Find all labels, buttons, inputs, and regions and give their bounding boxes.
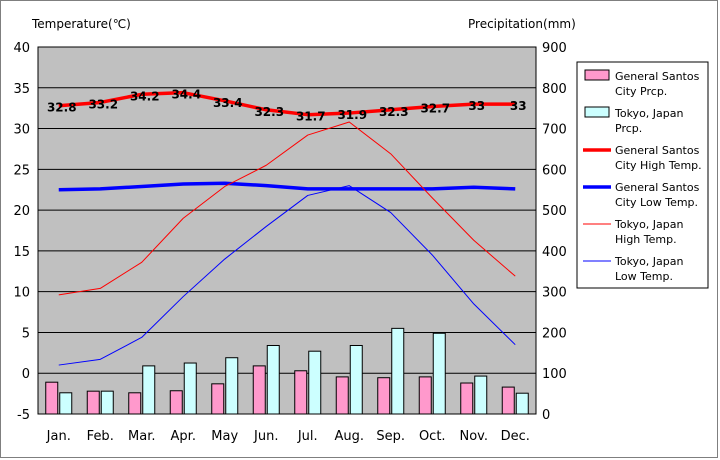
- legend-label: Tokyo, Japan: [614, 218, 683, 231]
- y-right-tick-label: 800: [542, 82, 567, 97]
- legend-label: High Temp.: [615, 233, 677, 246]
- x-tick-label: Jun.: [253, 429, 278, 444]
- y-axis-left-title: Temperature(℃): [31, 17, 131, 31]
- legend-label: Low Temp.: [615, 270, 673, 283]
- legend-box: [576, 61, 709, 289]
- x-tick-label: Feb.: [87, 429, 114, 444]
- x-tick-label: Aug.: [334, 429, 364, 444]
- series-line-2: [58, 121, 516, 296]
- x-tick-label: Jan.: [46, 429, 71, 444]
- bar-gensan-prcp: [252, 365, 266, 415]
- plot-area: -505101520253035400100200300400500600700…: [13, 41, 566, 444]
- x-tick-label: Oct.: [419, 429, 446, 444]
- x-tick-label: Jul.: [297, 429, 318, 444]
- data-label: 32.7: [420, 102, 450, 116]
- plot-background: [38, 47, 536, 414]
- y-left-tick-label: 35: [13, 82, 30, 97]
- data-label: 31.9: [337, 108, 367, 122]
- bar-gensan-prcp: [460, 382, 474, 415]
- y-right-tick-label: 500: [542, 204, 567, 219]
- data-label: 33.4: [213, 96, 243, 110]
- y-left-tick-label: 25: [13, 163, 30, 178]
- legend-label: Tokyo, Japan: [614, 255, 683, 268]
- data-label: 33.2: [88, 97, 118, 111]
- y-left-tick-label: 40: [13, 41, 30, 56]
- bar-tokyo-prcp: [515, 392, 529, 415]
- legend-label: City Low Temp.: [615, 196, 698, 209]
- y-right-tick-label: 700: [542, 123, 567, 138]
- y-right-tick-label: 0: [542, 408, 550, 423]
- y-left-tick-label: 0: [22, 367, 30, 382]
- x-tick-label: Nov.: [460, 429, 489, 444]
- data-label: 32.8: [47, 101, 77, 115]
- y-right-tick-label: 600: [542, 163, 567, 178]
- bar-gensan-prcp: [418, 376, 432, 415]
- data-label: 34.4: [171, 88, 201, 102]
- x-tick-label: May: [211, 429, 238, 444]
- bar-tokyo-prcp: [308, 350, 322, 415]
- bar-gensan-prcp: [86, 390, 100, 415]
- y-axis-right-title: Precipitation(mm): [468, 17, 576, 31]
- y-left-tick-label: -5: [17, 408, 30, 423]
- plot-border: [37, 46, 537, 415]
- y-left-tick-label: 10: [13, 286, 30, 301]
- legend-label: City High Temp.: [615, 159, 702, 172]
- legend-label: General Santos: [615, 181, 700, 194]
- y-left-tick-label: 5: [22, 326, 30, 341]
- bar-gensan-prcp: [377, 377, 391, 415]
- y-left-tick-label: 30: [13, 123, 30, 138]
- y-right-tick-label: 900: [542, 41, 567, 56]
- bar-tokyo-prcp: [100, 390, 114, 415]
- data-label: 32.3: [254, 105, 284, 119]
- bar-gensan-prcp: [128, 392, 142, 415]
- x-tick-label: Dec.: [501, 429, 530, 444]
- bar-gensan-prcp: [501, 386, 515, 415]
- bar-gensan-prcp: [169, 390, 183, 415]
- data-label: 33: [468, 99, 485, 113]
- y-right-tick-label: 100: [542, 367, 567, 382]
- bar-tokyo-prcp: [266, 344, 280, 415]
- legend-swatch: [584, 106, 610, 118]
- legend-label: General Santos: [615, 70, 700, 83]
- legend-label: General Santos: [615, 144, 700, 157]
- bar-gensan-prcp: [294, 370, 308, 415]
- x-tick-label: Sep.: [376, 429, 405, 444]
- x-tick-label: Apr.: [171, 429, 196, 444]
- series-line-3: [58, 185, 516, 366]
- bar-gensan-prcp: [211, 383, 225, 415]
- y-left-tick-label: 20: [13, 204, 30, 219]
- bar-tokyo-prcp: [349, 344, 363, 415]
- series-line-0: [58, 90, 516, 117]
- legend-label: Prcp.: [615, 122, 642, 135]
- x-tick-label: Mar.: [128, 429, 155, 444]
- y-right-tick-label: 200: [542, 326, 567, 341]
- y-right-tick-label: 300: [542, 286, 567, 301]
- bar-tokyo-prcp: [474, 375, 488, 415]
- bar-tokyo-prcp: [432, 332, 446, 415]
- legend-label: Tokyo, Japan: [614, 107, 683, 120]
- data-label: 33: [510, 99, 527, 113]
- bar-tokyo-prcp: [59, 392, 73, 415]
- series-line-1: [58, 181, 516, 192]
- legend-swatch: [584, 69, 610, 81]
- bar-tokyo-prcp: [225, 357, 239, 415]
- bar-gensan-prcp: [335, 376, 349, 415]
- data-label: 32.3: [379, 105, 409, 119]
- bar-tokyo-prcp: [391, 327, 405, 415]
- legend-label: City Prcp.: [615, 85, 667, 98]
- y-right-tick-label: 400: [542, 245, 567, 260]
- bar-tokyo-prcp: [142, 365, 156, 415]
- y-left-tick-label: 15: [13, 245, 30, 260]
- legend: General Santos City Prcp. Tokyo, Japan Prcp…: [576, 61, 709, 289]
- data-label: 31.7: [296, 110, 326, 124]
- data-label: 34.2: [130, 89, 160, 103]
- bar-gensan-prcp: [45, 381, 59, 415]
- bar-tokyo-prcp: [183, 362, 197, 415]
